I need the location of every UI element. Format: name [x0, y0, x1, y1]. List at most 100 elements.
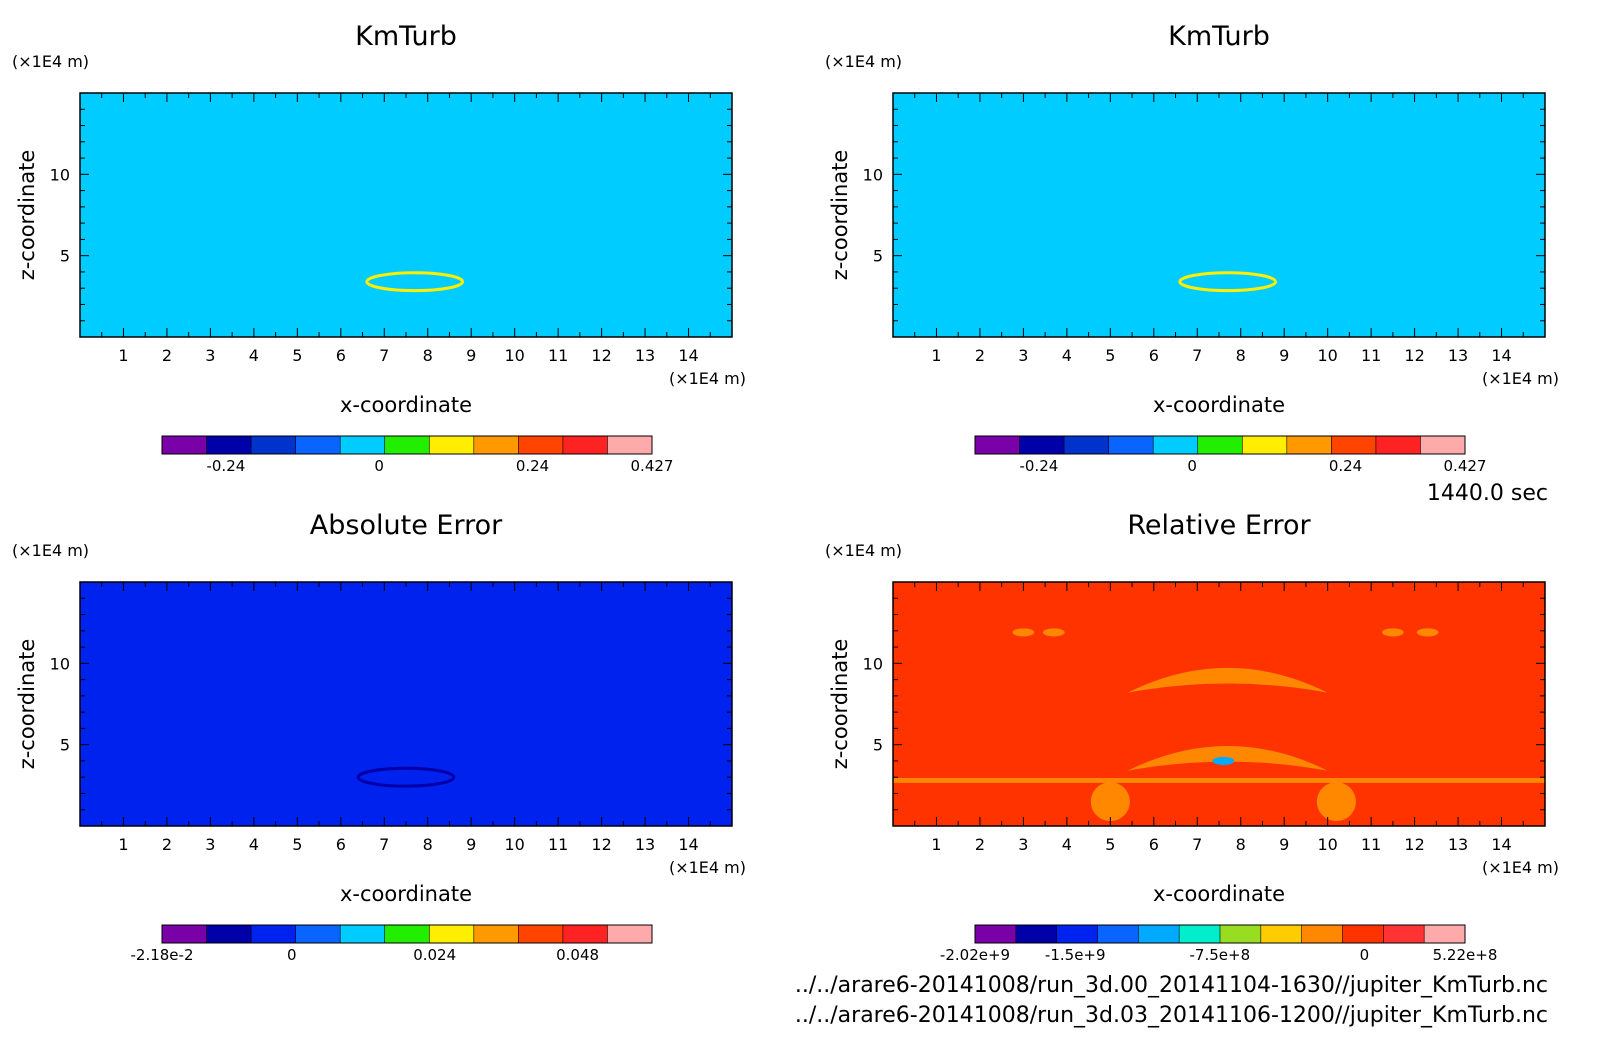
- contour-blob: [1077, 296, 1117, 336]
- x-tick-label: 12: [591, 346, 611, 365]
- contour-blob: [503, 782, 543, 822]
- y-tick-label: 10: [50, 165, 70, 184]
- x-axis-label: x-coordinate: [340, 882, 472, 906]
- x-tick-label: 12: [591, 835, 611, 854]
- colorbar: -2.18e-2 0 0.024 0.048: [131, 924, 653, 964]
- colorbar-segment: [340, 925, 386, 943]
- x-unit-label: (×1E4 m): [669, 858, 746, 877]
- y-unit-label: (×1E4 m): [12, 52, 89, 71]
- colorbar-segment: [1064, 436, 1110, 454]
- colorbar-label: 0: [287, 946, 297, 964]
- x-tick-label: 8: [423, 835, 433, 854]
- colorbar-segment: [429, 925, 475, 943]
- x-tick-label: 1: [931, 835, 941, 854]
- contour-band: [893, 188, 1545, 194]
- x-tick-label: 6: [1149, 346, 1159, 365]
- contour-dome: [314, 255, 515, 281]
- colorbar-segment: [1019, 436, 1065, 454]
- colorbar-segment: [1108, 436, 1154, 454]
- contour-dome: [314, 671, 515, 696]
- colorbar-label: 0.427: [631, 457, 674, 475]
- colorbar-segment: [162, 925, 208, 943]
- colorbar-segment: [975, 925, 1017, 943]
- x-tick-label: 4: [249, 346, 259, 365]
- x-tick-label: 8: [1236, 346, 1246, 365]
- plot-background: [80, 582, 732, 826]
- colorbar-segment: [1260, 925, 1303, 943]
- y-tick-label: 5: [60, 736, 70, 755]
- y-axis-label: z-coordinate: [15, 150, 39, 281]
- x-axis-label: x-coordinate: [340, 393, 472, 417]
- contour-band: [893, 302, 1545, 307]
- x-tick-label: 9: [466, 346, 476, 365]
- colorbar-segment: [251, 436, 297, 454]
- colorbar-segment: [1097, 925, 1139, 943]
- chart-title: Relative Error: [1127, 510, 1311, 541]
- y-tick-label: 10: [50, 654, 70, 673]
- x-tick-label: 6: [1149, 835, 1159, 854]
- colorbar-segment: [206, 925, 252, 943]
- colorbar-segment: [975, 436, 1021, 454]
- y-axis-label: z-coordinate: [15, 639, 39, 770]
- colorbar-segment: [295, 436, 341, 454]
- colorbar-segment: [1375, 436, 1421, 454]
- contour-features: [893, 140, 1545, 336]
- contour-dome: [1127, 667, 1328, 693]
- x-tick-label: 12: [1404, 835, 1424, 854]
- colorbar-frame: [974, 435, 1466, 455]
- colorbar-label: -0.24: [1019, 457, 1058, 475]
- x-tick-label: 5: [1105, 835, 1115, 854]
- contour-features: [80, 629, 732, 822]
- x-tick-label: 7: [379, 835, 389, 854]
- file-path-1: ../../arare6-20141008/run_3d.00_20141104…: [795, 973, 1548, 998]
- y-axis-label: z-coordinate: [828, 150, 852, 281]
- y-tick-label: 5: [60, 247, 70, 266]
- x-tick-label: 1: [931, 346, 941, 365]
- contour-blob: [1325, 296, 1365, 336]
- contour-dome: [1127, 255, 1328, 281]
- x-tick-label: 8: [1236, 835, 1246, 854]
- y-unit-label: (×1E4 m): [825, 541, 902, 560]
- x-tick-label: 9: [1279, 835, 1289, 854]
- x-axis-label: x-coordinate: [1153, 393, 1285, 417]
- x-tick-label: 2: [975, 835, 985, 854]
- contour-spot: [1382, 628, 1404, 637]
- file-path-2: ../../arare6-20141008/run_3d.03_20141106…: [795, 1003, 1548, 1028]
- y-unit-label: (×1E4 m): [825, 52, 902, 71]
- colorbar-segment: [295, 925, 341, 943]
- colorbar-segment: [607, 925, 653, 943]
- colorbar-segment: [1420, 436, 1466, 454]
- colorbar-segment: [340, 436, 386, 454]
- x-tick-label: 3: [205, 835, 215, 854]
- x-tick-label: 11: [548, 346, 568, 365]
- x-tick-label: 8: [423, 346, 433, 365]
- colorbar-label: 0: [374, 457, 384, 475]
- colorbar-segment: [1015, 925, 1058, 943]
- colorbar-segment: [1179, 925, 1221, 943]
- contour-band: [80, 778, 732, 783]
- colorbar-segment: [1383, 925, 1425, 943]
- colorbar-label: -7.5e+8: [1190, 946, 1251, 964]
- chart-panel: Absolute Error(×1E4 m)1 2 3 4 5 6 7 8 9 10 11 12 13 1…: [12, 510, 746, 964]
- colorbar-segment: [607, 436, 653, 454]
- x-tick-label: 2: [162, 346, 172, 365]
- x-tick-label: 6: [336, 835, 346, 854]
- y-unit-label: (×1E4 m): [12, 541, 89, 560]
- x-unit-label: (×1E4 m): [1482, 858, 1559, 877]
- colorbar-segment: [1153, 436, 1199, 454]
- x-tick-label: 11: [1361, 346, 1381, 365]
- x-tick-label: 2: [162, 835, 172, 854]
- contour-core: [356, 766, 456, 788]
- y-tick-label: 5: [873, 247, 883, 266]
- x-tick-label: 4: [1062, 835, 1072, 854]
- contour-band: [80, 140, 732, 146]
- x-tick-label: 14: [1491, 835, 1511, 854]
- x-tick-label: 9: [1279, 346, 1289, 365]
- x-tick-label: 10: [504, 346, 524, 365]
- colorbar: -0.24 0 0.24 0.427: [161, 435, 674, 475]
- x-tick-label: 7: [379, 346, 389, 365]
- x-tick-label: 10: [1317, 346, 1337, 365]
- contour-band: [893, 201, 1545, 207]
- x-unit-label: (×1E4 m): [669, 369, 746, 388]
- plot-background: [893, 582, 1545, 826]
